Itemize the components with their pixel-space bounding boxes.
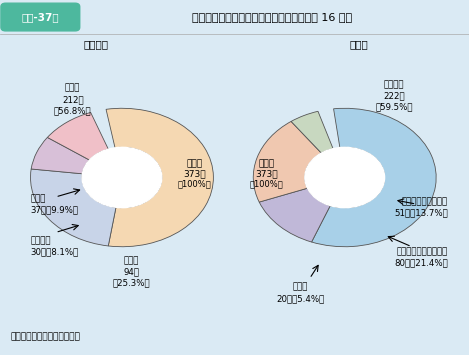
- Text: 衝撃物別: 衝撃物別: [83, 39, 109, 49]
- FancyBboxPatch shape: [1, 3, 80, 31]
- Circle shape: [305, 147, 385, 208]
- Text: 合　計: 合 計: [258, 159, 274, 169]
- Wedge shape: [311, 108, 436, 247]
- Text: 373件: 373件: [183, 169, 206, 179]
- Text: 側面衝撃・限界支障
51件（13.7%）: 側面衝撃・限界支障 51件（13.7%）: [394, 198, 448, 218]
- Text: 二輪車
37件（9.9%）: 二輪車 37件（9.9%）: [30, 194, 78, 214]
- Wedge shape: [47, 113, 108, 160]
- Text: 373件: 373件: [255, 169, 278, 179]
- Text: 第１-37図: 第１-37図: [22, 12, 59, 22]
- Text: 歩行者
94件
（25.3%）: 歩行者 94件 （25.3%）: [113, 256, 150, 287]
- Wedge shape: [31, 137, 90, 174]
- Text: 合　計: 合 計: [187, 159, 203, 169]
- Text: 落輪・停滞・エンスト
80件（21.4%）: 落輪・停滞・エンスト 80件（21.4%）: [394, 247, 448, 267]
- Text: 原因別・衝撃物別踏切事故発生件数（平成 16 年）: 原因別・衝撃物別踏切事故発生件数（平成 16 年）: [192, 12, 352, 22]
- Text: （100%）: （100%）: [250, 179, 283, 189]
- Text: 直前横断
222件
（59.5%）: 直前横断 222件 （59.5%）: [375, 80, 413, 111]
- Wedge shape: [259, 188, 330, 242]
- Text: その他
20件（5.4%）: その他 20件（5.4%）: [276, 283, 324, 303]
- Wedge shape: [30, 169, 116, 246]
- Wedge shape: [253, 121, 321, 202]
- Wedge shape: [106, 108, 213, 247]
- Text: 自転車等
30件（8.1%）: 自転車等 30件（8.1%）: [30, 237, 79, 257]
- Text: 自動車
212件
（56.8%）: 自動車 212件 （56.8%）: [54, 84, 91, 115]
- Text: （100%）: （100%）: [178, 179, 212, 189]
- Circle shape: [82, 147, 162, 208]
- Wedge shape: [291, 111, 333, 153]
- Text: 注　国土交通省資料による。: 注 国土交通省資料による。: [10, 332, 80, 341]
- Text: 原因別: 原因別: [349, 39, 368, 49]
